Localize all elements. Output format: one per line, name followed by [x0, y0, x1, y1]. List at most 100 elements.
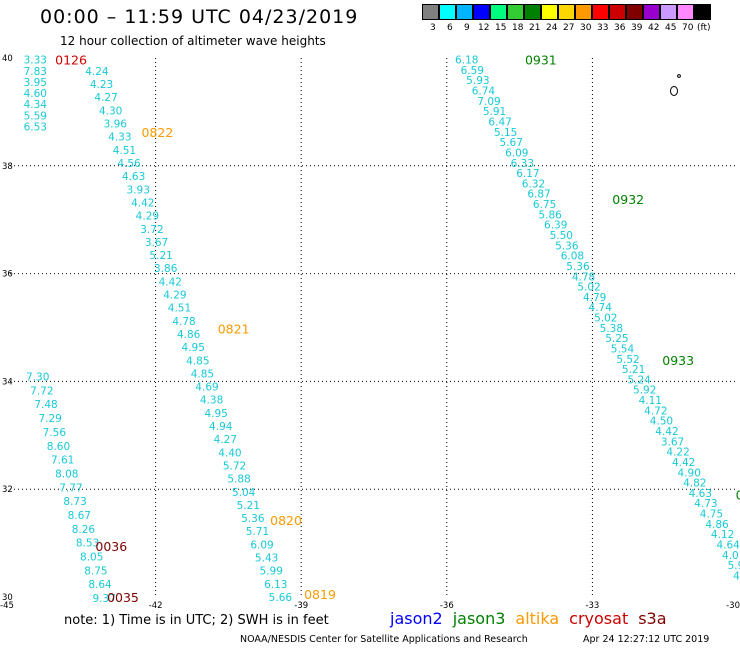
satellite-name-jason3: jason3	[452, 609, 506, 628]
satellite-track: 4.244.234.274.303.964.334.514.564.633.93…	[85, 66, 292, 604]
wave-height-value: 7.56	[43, 427, 67, 439]
legend-swatch	[473, 4, 490, 20]
wave-height-value: 3.67	[661, 436, 684, 448]
legend-swatch-label: 36	[614, 23, 626, 33]
wave-height-value: 4.38	[200, 395, 223, 407]
latitude-tick-label: 32	[2, 485, 13, 495]
wave-height-value: 4.63	[689, 488, 712, 500]
wave-height-value: 5.99	[260, 566, 283, 578]
legend-swatch	[677, 4, 694, 20]
wave-height-value: 4.34	[24, 99, 48, 111]
wave-height-value: 4.22	[666, 447, 689, 459]
wave-height-value: 6.32	[522, 178, 545, 190]
wave-height-value: 4.60	[24, 88, 47, 100]
wave-height-value: 4.30	[99, 105, 122, 117]
satellite-track: 6.186.595.936.747.095.916.475.155.676.09…	[455, 55, 740, 583]
wave-height-value: 5.21	[237, 500, 260, 512]
wave-height-value: 7.77	[59, 482, 82, 494]
wave-height-value: 4.74	[589, 302, 613, 314]
wave-height-value: 4.85	[186, 355, 209, 367]
legend-swatch-label: 12	[478, 23, 490, 33]
wave-height-value: 8.53	[76, 538, 99, 550]
wave-height-value: 8.60	[47, 441, 70, 453]
wave-height-value: 6.17	[516, 168, 539, 180]
longitude-tick-label: -33	[585, 601, 599, 611]
credit-line: NOAA/NESDIS Center for Satellite Applica…	[240, 634, 528, 645]
wave-height-value: 5.93	[466, 75, 489, 87]
wave-height-value: 4.29	[136, 211, 159, 223]
satellite-legend: jason2 jason3 altika cryosat s3a	[390, 609, 677, 628]
wave-height-value: 4.64	[716, 539, 740, 551]
satellite-track: 7.307.72 7.48 7.29 7.56 8.60 7.618.08 7.77 8.73…	[26, 372, 116, 606]
wave-height-value: 5.04	[232, 487, 256, 499]
wave-height-value: 4.85	[191, 368, 214, 380]
wave-height-value: 4.90	[678, 467, 701, 479]
wave-height-value: 4.01	[722, 550, 740, 562]
wave-height-value: 3.86	[154, 263, 178, 275]
legend-swatch	[626, 4, 643, 20]
wave-height-value: 4.12	[711, 529, 734, 541]
chart-subtitle: 12 hour collection of altimeter wave hei…	[60, 34, 326, 48]
wave-height-value: 4.95	[182, 342, 205, 354]
longitude-tick-label: -36	[440, 601, 454, 611]
wave-height-value: 5.92	[633, 385, 656, 397]
wave-height-value: 8.26	[72, 524, 96, 536]
wave-height-value: 5.43	[255, 553, 278, 565]
legend-swatch-label: 27	[563, 23, 575, 33]
wave-height-value: 4.24	[85, 66, 109, 78]
wave-height-value: 5.21	[622, 364, 645, 376]
wave-height-value: 3.93	[127, 184, 150, 196]
wave-height-value: 4.69	[195, 382, 218, 394]
map-axes: -45 -42 -39 -36 -33 -30 40 38 36 34 32 30	[0, 54, 740, 611]
pass-number-label: 0933	[662, 353, 694, 368]
wave-height-value: 5.02	[577, 282, 600, 294]
legend-swatch-label: 30	[580, 23, 592, 33]
wave-height-value: 5.36	[555, 240, 579, 252]
islet-shape	[677, 74, 681, 78]
wave-height-value: 3.72	[140, 224, 163, 236]
legend-swatch-label: 24	[546, 23, 558, 33]
latitude-tick-label: 34	[2, 377, 13, 387]
pass-number-label: 0036	[95, 539, 127, 554]
latitude-tick-label: 38	[2, 162, 13, 172]
wave-height-value: 5.88	[227, 474, 250, 486]
wave-height-value: 5.36	[566, 261, 590, 273]
legend-swatch	[575, 4, 592, 20]
chart-title: 00:00 – 11:59 UTC 04/23/2019	[40, 6, 359, 28]
wave-height-value: 6.09	[505, 147, 528, 159]
pass-number-label: 0931	[525, 53, 557, 68]
pass-number-label: 09	[736, 488, 740, 503]
wave-height-value: 5.66	[269, 592, 293, 604]
wave-height-value: 4.51	[168, 303, 191, 315]
satellite-name-jason2: jason2	[390, 609, 443, 628]
wave-height-value: 9.37	[93, 593, 116, 605]
legend-swatch	[660, 4, 677, 20]
wave-height-value: 6.87	[527, 189, 550, 201]
wave-height-value: 4.33	[108, 132, 131, 144]
legend-swatch-label: 45	[665, 23, 677, 33]
wave-height-value: 7.30	[26, 372, 49, 384]
wave-height-value: 4.79	[583, 292, 606, 304]
wave-height-value: 7.09	[477, 96, 500, 108]
latitude-tick-label: 30	[2, 593, 13, 603]
wave-height-value: 4.29	[163, 290, 186, 302]
wave-height-value: 5.50	[550, 230, 573, 242]
legend-swatch-label: 70	[682, 23, 694, 33]
legend-unit-label: (ft)	[697, 23, 711, 33]
units-note: note: 1) Time is in UTC; 2) SWH is in fe…	[64, 613, 329, 628]
legend-swatch	[592, 4, 609, 20]
wave-height-value: 6.39	[544, 220, 567, 232]
wave-height-value: 3.95	[24, 77, 47, 89]
legend-swatch	[609, 4, 626, 20]
wave-height-value: 6.59	[461, 65, 484, 77]
wave-height-value: 4	[733, 570, 740, 582]
wave-height-value: 8.75	[84, 565, 107, 577]
wave-height-value: 6.47	[488, 117, 511, 129]
legend-swatch	[439, 4, 456, 20]
pass-number-label: 0035	[107, 590, 139, 605]
pass-number-label: 0822	[142, 125, 174, 140]
wave-height-value: 7.83	[24, 66, 47, 78]
wave-height-value: 5.59	[24, 110, 47, 122]
pass-number-label: 0820	[270, 513, 302, 528]
wave-height-value: 4.86	[705, 519, 729, 531]
